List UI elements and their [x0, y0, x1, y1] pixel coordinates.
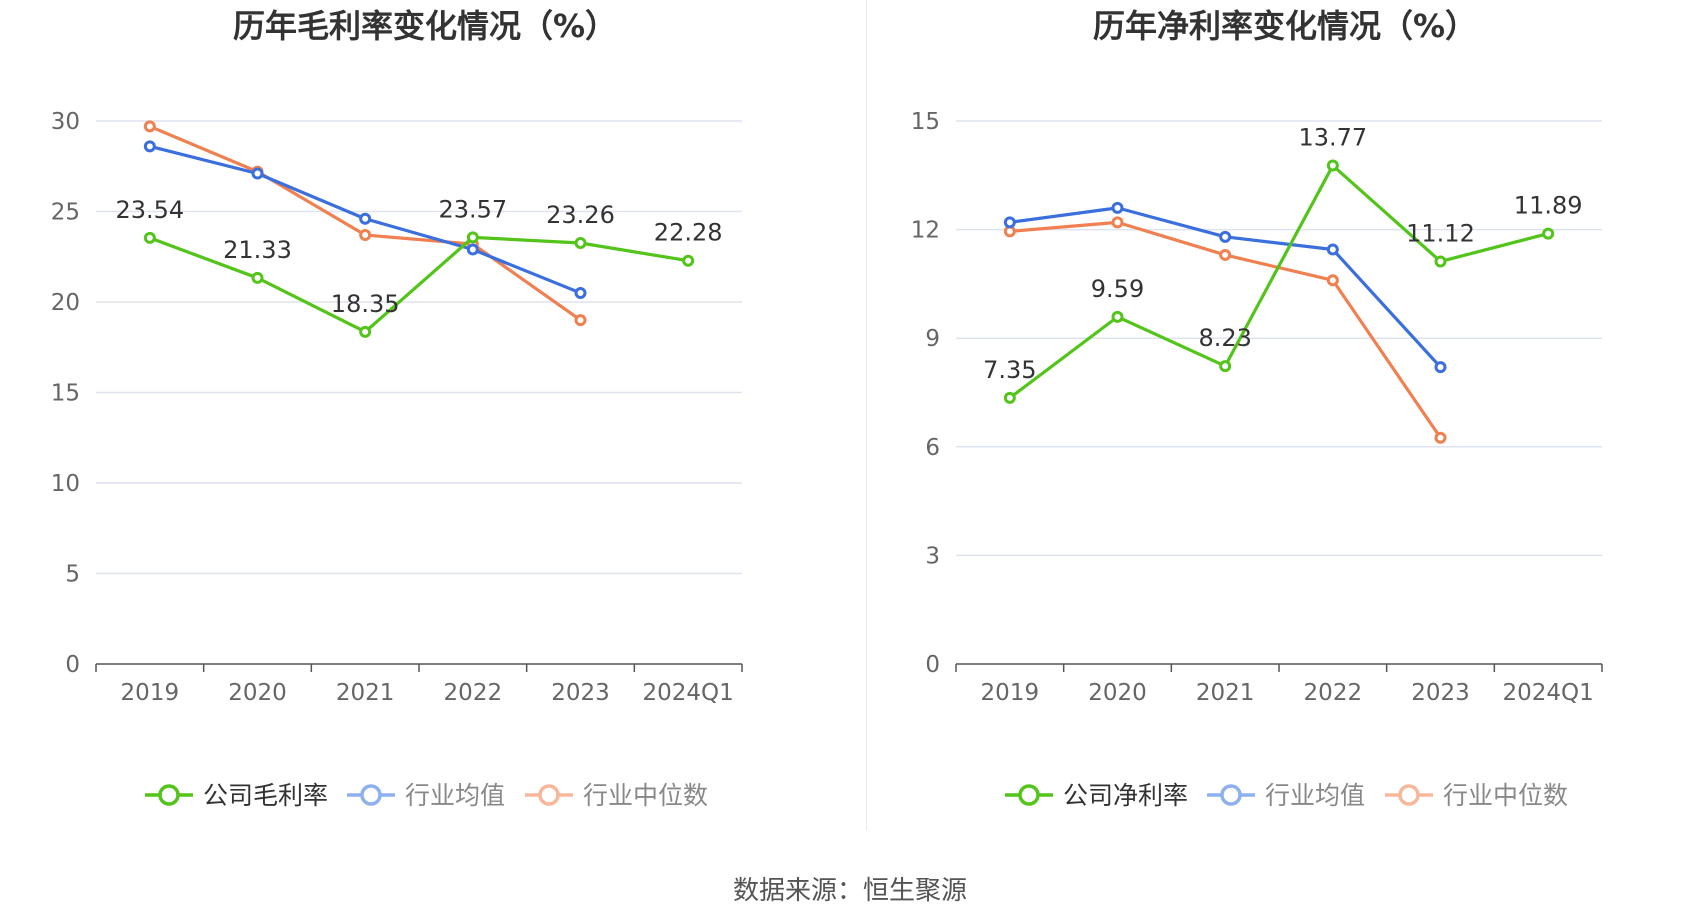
y-tick-label: 25 [51, 200, 80, 226]
x-tick-label: 2024Q1 [643, 680, 734, 706]
data-label: 18.35 [331, 290, 400, 318]
x-tick-label: 2021 [336, 680, 395, 706]
legend-label: 行业均值 [405, 781, 505, 810]
chart-title: 历年毛利率变化情况（%） [233, 7, 617, 45]
data-point [251, 271, 264, 284]
y-tick-label: 9 [925, 326, 940, 352]
series-line-0 [149, 235, 689, 334]
gross-margin-chart: 历年毛利率变化情况（%） 0 5 10 15 20 25 30 2019 2020 2021 2022… [0, 0, 850, 830]
y-tick-label: 0 [925, 652, 940, 678]
data-point [1219, 230, 1232, 243]
legend-label: 行业中位数 [1443, 781, 1568, 810]
data-point [359, 229, 372, 242]
data-label: 11.12 [1406, 219, 1475, 247]
series-line-0 [1008, 163, 1549, 400]
x-tick-label: 2020 [228, 680, 287, 706]
x-tick-label: 2021 [1196, 680, 1255, 706]
data-point [1111, 201, 1124, 214]
y-tick-label: 6 [925, 435, 940, 461]
data-label: 11.89 [1514, 192, 1583, 220]
y-tick-label: 15 [911, 109, 940, 135]
x-tick-label: 2022 [444, 680, 503, 706]
data-point [1434, 361, 1447, 374]
x-tick-label: 2020 [1088, 680, 1147, 706]
data-point [1219, 248, 1232, 261]
data-point [359, 325, 372, 338]
gross-margin-chart-svg: 历年毛利率变化情况（%） 0 5 10 15 20 25 30 2019 2020 2021 2022… [51, 7, 743, 810]
data-label: 13.77 [1298, 124, 1367, 152]
legend-marker [1220, 784, 1242, 806]
data-point [143, 140, 156, 153]
data-point [1326, 159, 1339, 172]
net-margin-chart-svg: 历年净利率变化情况（%） 0 3 6 9 12 15 2019 2020 2021 2022 2023… [911, 7, 1603, 810]
data-point [466, 243, 479, 256]
data-point [1111, 310, 1124, 323]
data-label: 22.28 [654, 219, 723, 247]
y-tick-label: 15 [51, 381, 80, 407]
x-tick-label: 2024Q1 [1503, 680, 1594, 706]
data-point [682, 254, 695, 267]
data-label: 8.23 [1198, 324, 1251, 352]
y-tick-label: 10 [51, 471, 80, 497]
data-point [1434, 431, 1447, 444]
data-point [359, 212, 372, 225]
data-source-note: 数据来源：恒生聚源 [732, 876, 967, 906]
data-point [1326, 274, 1339, 287]
data-point [574, 314, 587, 327]
legend-marker [1018, 784, 1040, 806]
data-point [574, 286, 587, 299]
data-point [1003, 216, 1016, 229]
data-point [574, 236, 587, 249]
x-tick-label: 2023 [1411, 680, 1470, 706]
x-tick-label: 2022 [1304, 680, 1363, 706]
y-tick-label: 3 [925, 543, 940, 569]
data-point [1219, 360, 1232, 373]
net-margin-chart: 历年净利率变化情况（%） 0 3 6 9 12 15 2019 2020 2021 2022 2023… [860, 0, 1700, 830]
data-point [143, 120, 156, 133]
data-point [1003, 391, 1016, 404]
legend-marker [360, 784, 382, 806]
legend-marker [158, 784, 180, 806]
y-tick-label: 0 [65, 652, 80, 678]
x-tick-label: 2019 [121, 680, 180, 706]
data-label: 7.35 [983, 356, 1036, 384]
legend-label: 公司毛利率 [203, 781, 328, 810]
legend-label: 行业中位数 [583, 781, 708, 810]
y-tick-label: 20 [51, 290, 80, 316]
data-point [466, 231, 479, 244]
data-label: 21.33 [223, 236, 292, 264]
data-label: 23.54 [115, 196, 184, 224]
data-point [1111, 216, 1124, 229]
legend-label: 公司净利率 [1063, 781, 1188, 810]
data-point [1434, 255, 1447, 268]
legend-marker [538, 784, 560, 806]
data-label: 23.26 [546, 201, 615, 229]
legend-label: 行业均值 [1265, 781, 1365, 810]
x-tick-label: 2019 [981, 680, 1040, 706]
y-tick-label: 30 [51, 109, 80, 135]
y-tick-label: 5 [65, 562, 80, 588]
panel-divider [866, 0, 867, 830]
x-tick-label: 2023 [551, 680, 610, 706]
data-point [1326, 243, 1339, 256]
legend-marker [1398, 784, 1420, 806]
data-label: 9.59 [1091, 275, 1144, 303]
data-point [251, 167, 264, 180]
chart-title: 历年净利率变化情况（%） [1093, 7, 1477, 45]
data-point [143, 231, 156, 244]
y-tick-label: 12 [911, 218, 940, 244]
data-label: 23.57 [438, 195, 507, 223]
data-point [1542, 227, 1555, 240]
